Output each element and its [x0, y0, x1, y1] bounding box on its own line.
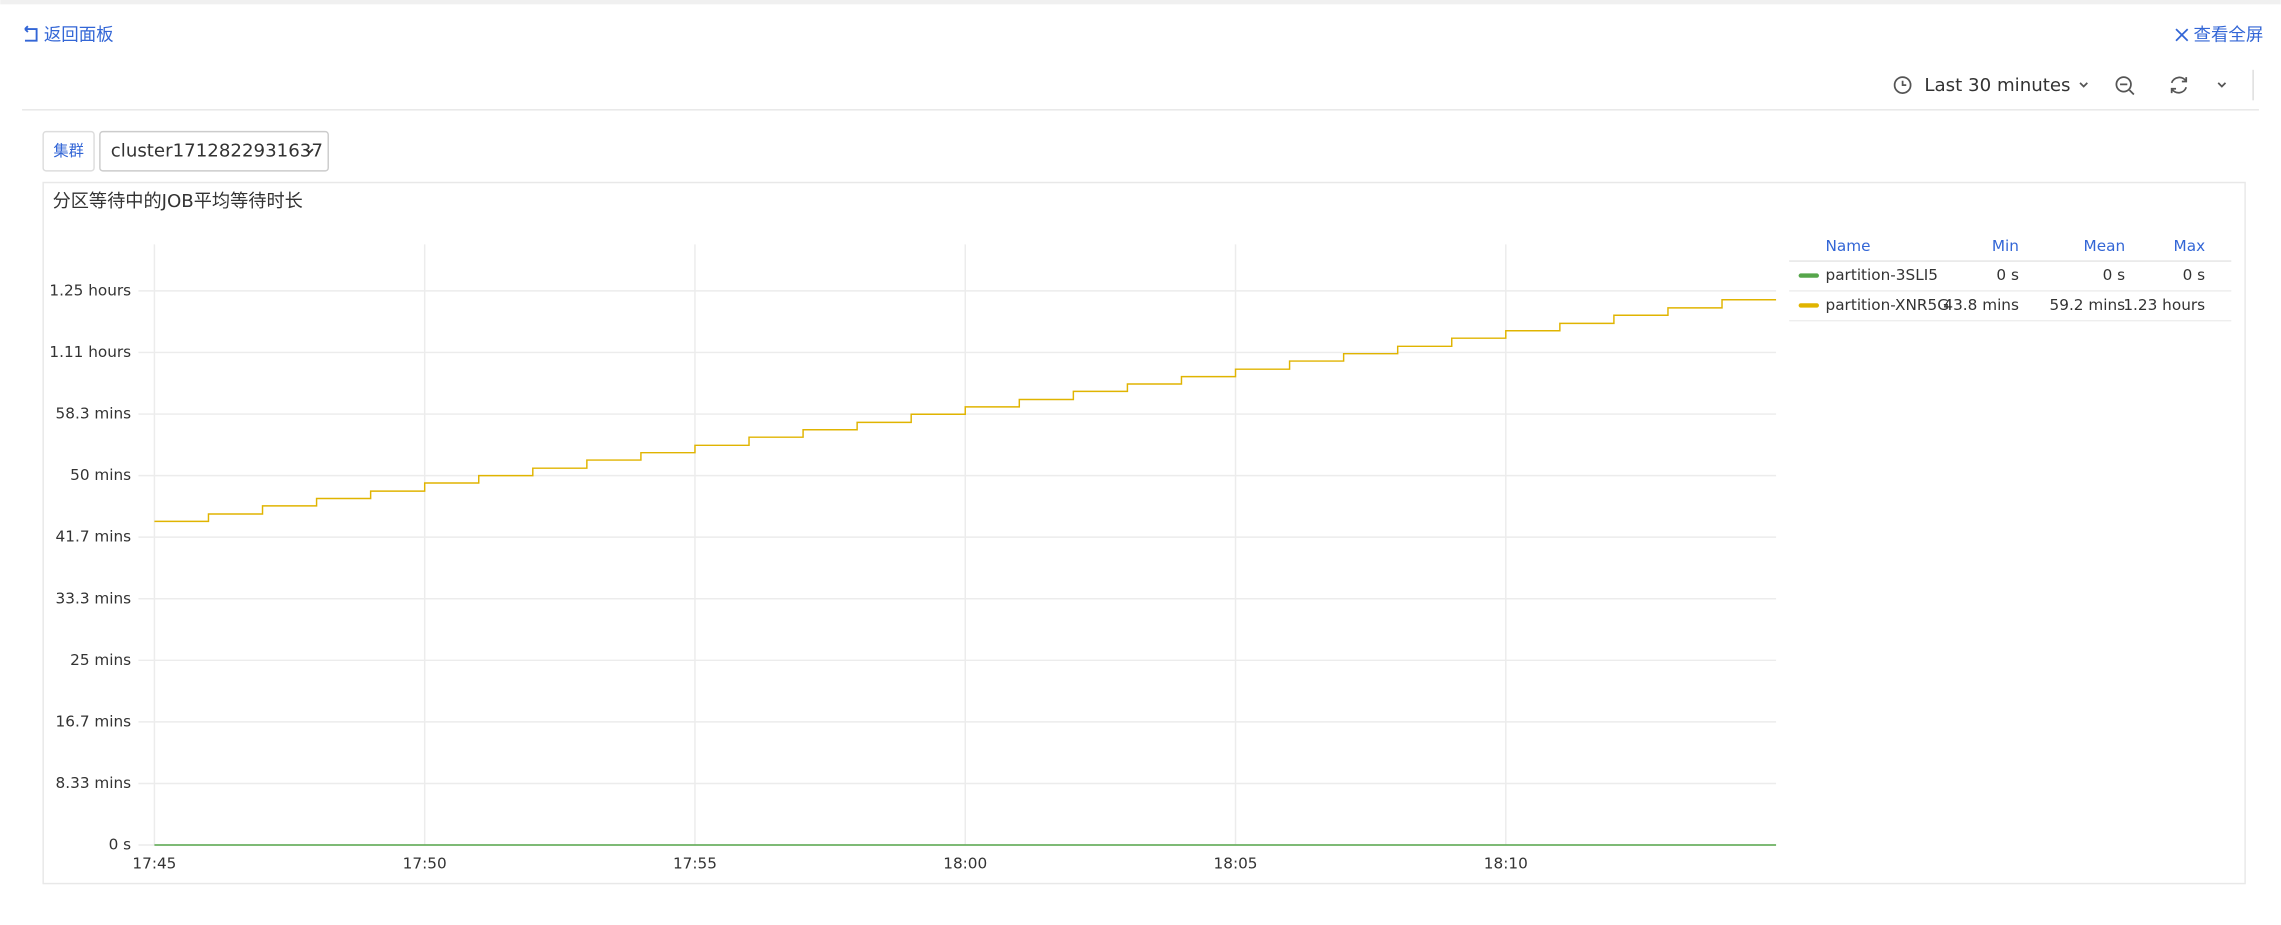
- clock-icon: [1893, 76, 1912, 94]
- y-tick-label: 1.11 hours: [49, 343, 131, 361]
- time-picker[interactable]: Last 30 minutes: [1893, 75, 2088, 96]
- zoom-icon: [2115, 76, 2132, 93]
- legend-cell: 43.8 mins: [1943, 296, 2019, 314]
- y-tick-label: 8.33 mins: [56, 774, 132, 792]
- top-shadow: [0, 0, 2281, 5]
- plot: 0 s 8.33 mins 16.7 mins 25 mins 33.3 mins 41.…: [49, 237, 2232, 872]
- legend-cell: 59.2 mins: [2050, 296, 2126, 314]
- x-tick-label: 18:05: [1214, 854, 1258, 872]
- x-tick-label: 18:00: [943, 854, 987, 872]
- series-line: [154, 299, 1777, 523]
- y-tick-label: 33.3 mins: [56, 589, 132, 607]
- legend-cell: 0 s: [2183, 266, 2206, 284]
- select-box[interactable]: [99, 130, 329, 172]
- fullscreen-text[interactable]: 查看全屏: [2194, 26, 2264, 46]
- back-text[interactable]: 返回面板: [44, 26, 114, 46]
- chart-title: 分区等待中的JOB平均等待时长: [53, 191, 303, 212]
- legend-header: Mean: [2084, 237, 2126, 255]
- legend-cell: 0 s: [2103, 266, 2126, 284]
- select-chevron: [305, 148, 314, 154]
- legend-cell: 0 s: [1996, 266, 2019, 284]
- x-tick-label: 18:10: [1484, 854, 1528, 872]
- cluster-select[interactable]: cluster1712822931637: [99, 130, 329, 172]
- select-value[interactable]: cluster1712822931637: [111, 140, 323, 161]
- legend-header: Max: [2174, 237, 2206, 255]
- time-range[interactable]: Last 30 minutes: [1924, 75, 2070, 96]
- fullscreen-icon: [2175, 28, 2189, 42]
- back-button[interactable]: 返回面板: [24, 25, 114, 46]
- refresh[interactable]: [2170, 76, 2188, 94]
- fullscreen-button[interactable]: 查看全屏: [2175, 26, 2264, 46]
- back-icon: [24, 25, 38, 42]
- refresh-icon: [2170, 76, 2188, 94]
- refresh-menu[interactable]: [2217, 82, 2227, 88]
- y-tick-label: 0 s: [109, 836, 132, 854]
- legend-cell: 1.23 hours: [2123, 296, 2205, 314]
- filter-label-box: [42, 130, 95, 172]
- clock-hand: [1901, 80, 1907, 86]
- y-tick-label: 58.3 mins: [56, 405, 132, 423]
- zoom-out[interactable]: [2115, 76, 2135, 96]
- y-tick-label: 16.7 mins: [56, 712, 132, 730]
- chevron: [2079, 82, 2088, 88]
- filter-label: 集群: [53, 142, 84, 160]
- x-tick-label: 17:55: [673, 854, 717, 872]
- y-tick-label: 1.25 hours: [49, 281, 131, 299]
- y-tick-label: 25 mins: [70, 651, 131, 669]
- zoom-icon-lines: [2120, 83, 2135, 96]
- legend-header: Name: [1826, 237, 1871, 255]
- legend-cell: partition-XNR5G: [1826, 296, 1950, 314]
- panel: [42, 181, 2246, 885]
- y-tick-label: 41.7 mins: [56, 528, 132, 546]
- x-tick-label: 17:45: [132, 854, 176, 872]
- legend-header: Min: [1992, 237, 2019, 255]
- x-tick-label: 17:50: [403, 854, 447, 872]
- y-tick-label: 50 mins: [70, 466, 131, 484]
- legend-cell: partition-3SLI5: [1826, 266, 1938, 284]
